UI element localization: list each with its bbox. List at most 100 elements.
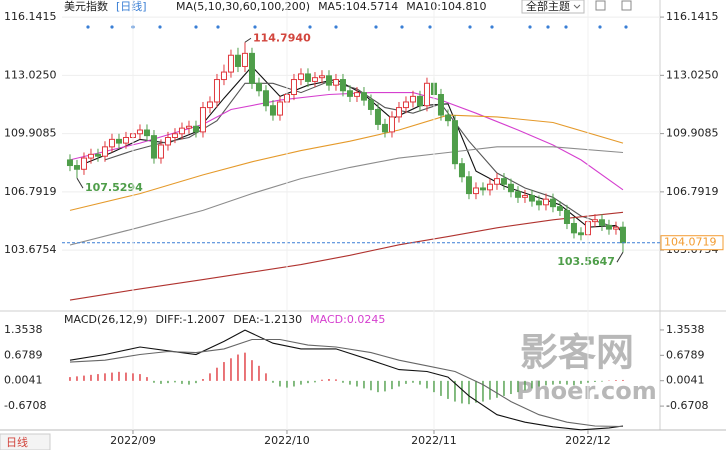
event-marker[interactable] (86, 25, 90, 29)
candle-body (514, 191, 521, 198)
candle-body (535, 200, 542, 206)
instrument-title: 美元指数 (64, 0, 108, 13)
toolbar-icon[interactable] (595, 0, 606, 11)
legend-entry: DIFF:-1.2007 (156, 313, 226, 326)
candle-body (66, 159, 73, 167)
y-tick-label-right: 106.7919 (666, 185, 719, 198)
candle-body (185, 125, 192, 129)
ma-line (69, 92, 624, 191)
candle-body (437, 93, 444, 116)
candle-body (493, 178, 500, 185)
candle-body (318, 75, 325, 79)
candle-body (556, 206, 563, 211)
candle-body (374, 108, 381, 125)
watermark-domain: Phoer.com (516, 377, 657, 405)
candle-body (465, 176, 472, 195)
annotation-leader (244, 37, 252, 43)
candle-body (178, 127, 185, 135)
legend-entry: MA10:104.810 (406, 0, 486, 13)
x-tick-label: 2022/10 (264, 434, 310, 447)
candle-body (227, 54, 234, 73)
event-marker[interactable] (253, 25, 257, 29)
annotation-label: 107.5294 (85, 181, 143, 194)
event-marker[interactable] (528, 25, 532, 29)
y-tick-label: 109.9085 (4, 127, 57, 140)
candle-body (171, 133, 178, 138)
event-marker[interactable] (194, 25, 198, 29)
candle-body (115, 138, 122, 144)
candle-body (290, 79, 297, 95)
candle-body (346, 90, 353, 97)
event-marker[interactable] (468, 25, 472, 29)
candle-body (311, 77, 318, 82)
candle-body (332, 79, 339, 86)
event-marker[interactable] (428, 25, 432, 29)
event-marker[interactable] (546, 25, 550, 29)
ma-line (83, 65, 624, 234)
y-tick-label-right: 116.1415 (666, 10, 719, 23)
event-marker[interactable] (564, 25, 568, 29)
candle-body (423, 82, 430, 107)
y-tick-label-right: 0.0041 (666, 374, 705, 387)
period-button-label[interactable]: 日线 (6, 435, 28, 449)
event-marker[interactable] (624, 25, 628, 29)
event-marker[interactable] (490, 25, 494, 29)
y-tick-label: 103.6754 (4, 243, 57, 256)
candle-body (619, 226, 626, 244)
watermark: 影客网 (520, 331, 634, 375)
x-tick-label: 2022/09 (110, 434, 156, 447)
annotation-leader (76, 177, 84, 189)
legend-entry: MA(5,10,30,60,100,200) (176, 0, 310, 13)
y-tick-label-right: 109.9085 (666, 127, 719, 140)
candle-body (94, 153, 101, 157)
event-marker[interactable] (308, 25, 312, 29)
toolbar-icon[interactable] (621, 0, 632, 11)
last-price-label: 104.0719 (664, 236, 717, 249)
candle-body (136, 129, 143, 135)
ma-line (69, 211, 624, 301)
legend-entry: DEA:-1.2130 (233, 313, 302, 326)
last-price-box (660, 235, 724, 251)
candle-body (528, 194, 535, 202)
y-tick-label: 0.6789 (4, 348, 43, 361)
candle-body (108, 138, 115, 148)
candle-body (500, 178, 507, 185)
period-button[interactable] (0, 433, 51, 450)
legend-entry: MACD:0.0245 (310, 313, 385, 326)
candle-body (325, 75, 332, 86)
candle-body (276, 101, 283, 116)
event-marker[interactable] (400, 25, 404, 29)
candle-body (157, 144, 164, 159)
candle-body (206, 101, 213, 109)
legend-entry: MACD(26,12,9) (64, 313, 148, 326)
event-marker[interactable] (110, 25, 114, 29)
candle-body (248, 52, 255, 84)
candle-body (87, 153, 94, 159)
event-marker[interactable] (374, 25, 378, 29)
candle-body (598, 219, 605, 226)
candle-body (444, 114, 451, 122)
candle-body (388, 116, 395, 133)
theme-button[interactable] (521, 0, 585, 14)
candle-body (234, 54, 241, 67)
y-tick-label: 106.7919 (4, 185, 57, 198)
candle-body (255, 82, 262, 92)
candle-body (521, 194, 528, 198)
candle-body (479, 187, 486, 191)
legend-entry: MA5:104.5714 (318, 0, 398, 13)
candle-body (395, 107, 402, 118)
candle-body (605, 224, 612, 230)
dropdown-arrow (573, 4, 581, 9)
theme-button-label[interactable]: 全部主题 (526, 0, 570, 13)
period-label[interactable]: [日线] (116, 0, 147, 13)
candle-body (192, 125, 199, 133)
event-marker[interactable] (216, 25, 220, 29)
candle-body (150, 135, 157, 159)
event-marker[interactable] (158, 25, 162, 29)
candle-body (591, 219, 598, 223)
event-marker[interactable] (598, 25, 602, 29)
candle-body (486, 183, 493, 191)
candle-body (353, 92, 360, 97)
candle-body (577, 232, 584, 236)
event-marker[interactable] (334, 25, 338, 29)
